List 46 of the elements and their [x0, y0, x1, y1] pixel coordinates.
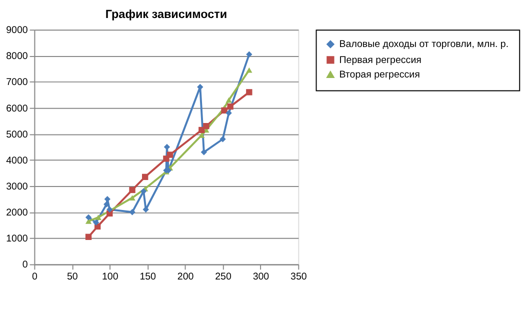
y-tick-label: 5000	[6, 129, 28, 140]
point	[246, 89, 252, 96]
point	[246, 51, 252, 58]
point	[226, 110, 232, 116]
point	[220, 136, 226, 142]
point	[85, 214, 92, 220]
legend-label: Первая регрессия	[339, 54, 422, 66]
point	[92, 219, 100, 226]
point	[197, 84, 204, 90]
y-tick-label: 3000	[6, 181, 28, 192]
point	[129, 209, 136, 216]
x-tick-label: 100	[102, 271, 119, 282]
x-tick-label: 350	[290, 271, 308, 282]
point	[85, 218, 92, 224]
x-tick-label: 250	[215, 271, 232, 282]
point	[246, 67, 252, 73]
x-tick-label: 150	[140, 271, 157, 282]
point	[140, 188, 147, 194]
point	[129, 195, 136, 200]
point	[129, 186, 136, 194]
y-tick-label: 1000	[6, 234, 28, 245]
legend-label: Валовые доходы от торговли, млн. р.	[339, 39, 509, 50]
point	[221, 107, 228, 114]
chart-title: График зависимости	[105, 8, 228, 21]
y-tick-label: 8000	[6, 51, 28, 62]
y-tick-label: 0	[22, 260, 28, 271]
point	[142, 174, 148, 180]
y-tick-label: 4000	[6, 155, 28, 166]
point	[85, 234, 92, 240]
x-tick-label: 200	[177, 271, 194, 282]
point	[226, 97, 232, 103]
y-tick-label: 2000	[6, 208, 28, 219]
y-tick-label: 6000	[6, 103, 28, 114]
point	[166, 152, 174, 158]
point	[104, 201, 110, 208]
legend-label: Вторая регрессия	[339, 70, 420, 81]
point	[198, 132, 205, 138]
x-tick-label: 0	[32, 271, 38, 282]
point	[203, 122, 210, 130]
x-tick-label: 300	[252, 271, 270, 282]
x-tick-label: 50	[66, 271, 78, 282]
y-tick-label: 7000	[6, 77, 28, 88]
point	[227, 103, 234, 110]
point	[95, 214, 102, 220]
point	[200, 149, 207, 156]
y-tick-label: 9000	[6, 25, 28, 36]
